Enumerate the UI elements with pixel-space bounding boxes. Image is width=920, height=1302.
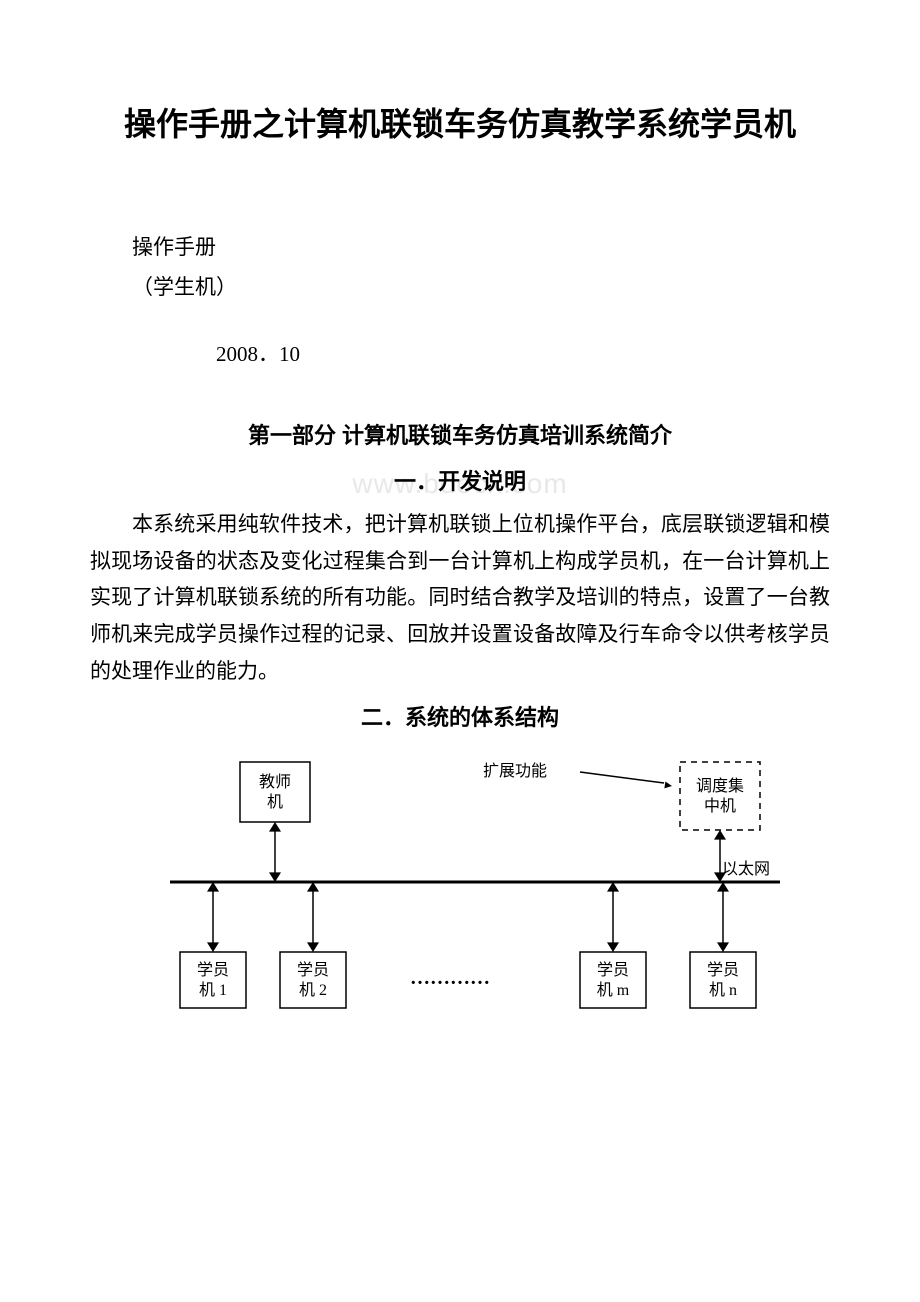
subtitle-manual: 操作手册 <box>90 228 830 268</box>
architecture-svg: 以太网 扩展功能教师机 调度集中机学员机 1 学员机 2 学员机 m 学员机 n ………… <box>120 752 800 1012</box>
heading-1: www.bdocx.com 一．开发说明 <box>90 464 830 496</box>
subtitle-student: （学生机） <box>90 268 830 308</box>
heading-2: 二．系统的体系结构 <box>90 700 830 732</box>
svg-text:以太网: 以太网 <box>722 860 770 878</box>
svg-text:机 2: 机 2 <box>299 981 327 999</box>
svg-text:教师: 教师 <box>259 773 291 791</box>
svg-text:学员: 学员 <box>597 961 629 979</box>
date-text: 2008．10 <box>90 338 830 368</box>
svg-text:调度集: 调度集 <box>696 777 744 795</box>
svg-text:中机: 中机 <box>704 797 736 815</box>
section-1-title: 第一部分 计算机联锁车务仿真培训系统简介 <box>90 418 830 450</box>
paragraph-1: 本系统采用纯软件技术，把计算机联锁上位机操作平台，底层联锁逻辑和模拟现场设备的状… <box>90 506 830 690</box>
heading-1-text: 一．开发说明 <box>394 469 526 494</box>
svg-text:机 n: 机 n <box>709 981 737 999</box>
svg-text:…………: ………… <box>410 967 490 989</box>
svg-text:学员: 学员 <box>707 961 739 979</box>
svg-text:学员: 学员 <box>197 961 229 979</box>
system-diagram: 以太网 扩展功能教师机 调度集中机学员机 1 学员机 2 学员机 m 学员机 n ………… <box>90 752 830 1012</box>
svg-text:扩展功能: 扩展功能 <box>483 762 547 780</box>
document-title: 操作手册之计算机联锁车务仿真教学系统学员机 <box>90 100 830 148</box>
svg-text:机 m: 机 m <box>597 981 630 999</box>
svg-text:机: 机 <box>267 793 283 811</box>
svg-text:机 1: 机 1 <box>199 981 227 999</box>
svg-text:学员: 学员 <box>297 961 329 979</box>
